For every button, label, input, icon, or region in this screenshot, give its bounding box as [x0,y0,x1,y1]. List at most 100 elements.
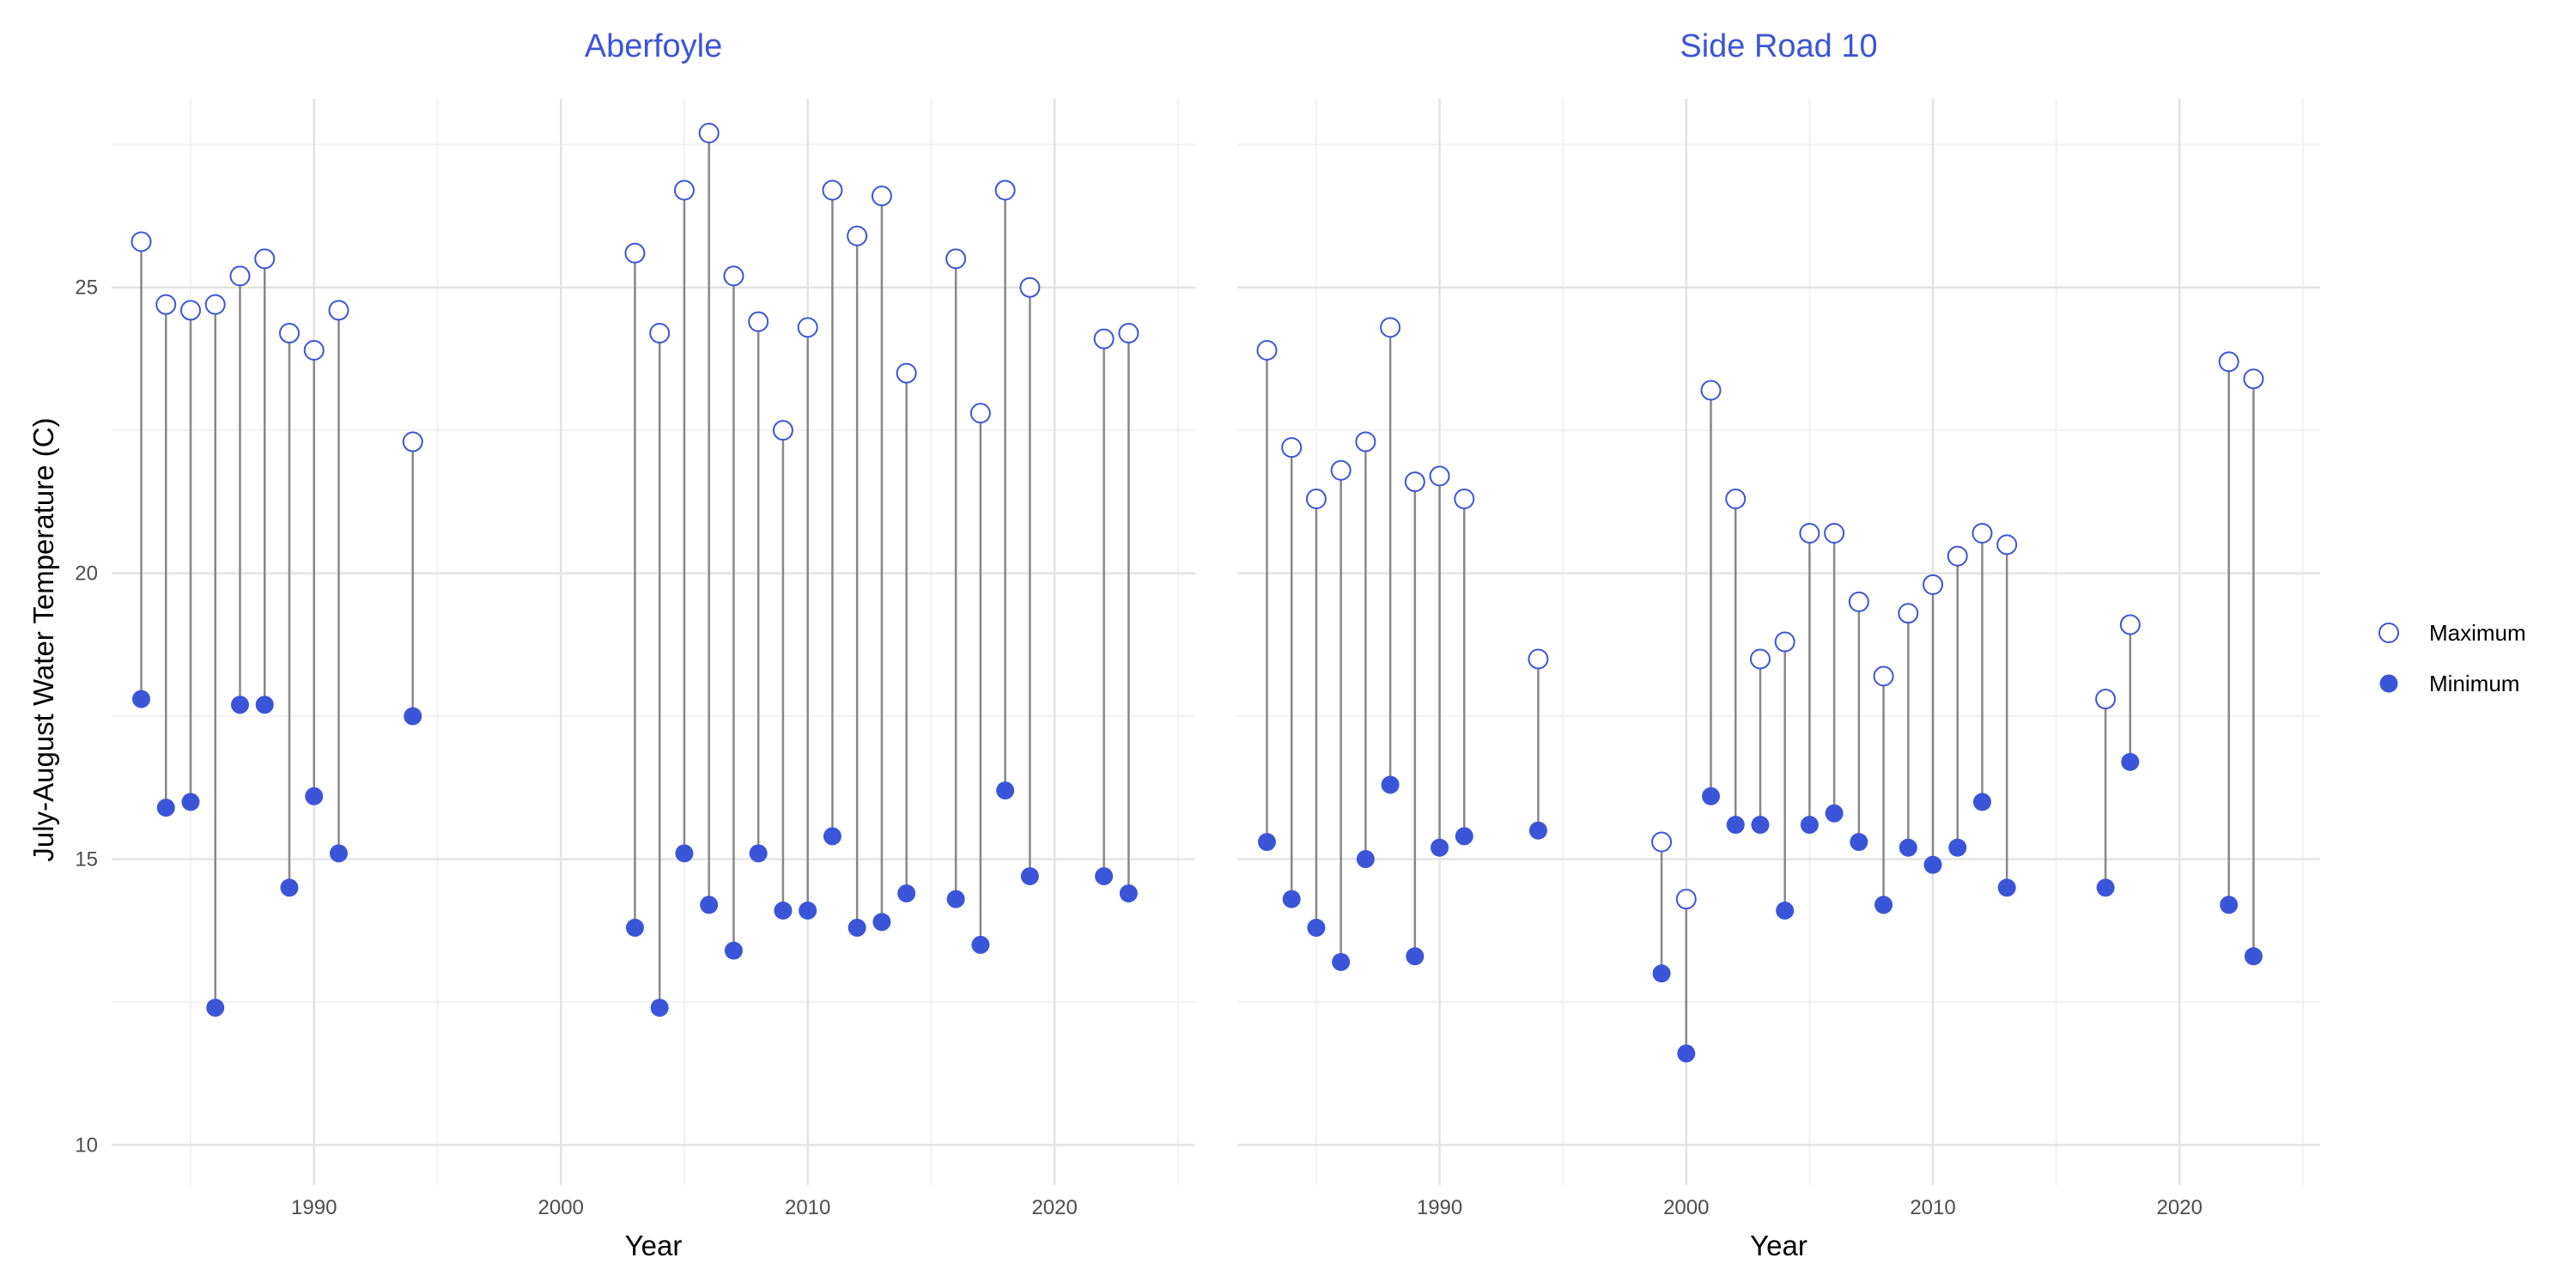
maximum-point [1355,431,1376,453]
maximum-point [1118,322,1139,343]
y-tick-label: 20 [75,562,98,586]
maximum-point [1019,276,1041,298]
legend-label: Minimum [2429,671,2519,696]
minimum-point [848,918,866,937]
minimum-point [1020,866,1039,885]
maximum-point [797,317,818,338]
minimum-point [650,999,669,1018]
maximum-point [1824,523,1845,544]
minimum-point [2096,878,2115,897]
x-tick-label: 2010 [785,1196,830,1219]
minimum-point [1702,787,1721,805]
minimum-point [1257,833,1276,852]
minimum-point [2121,752,2140,771]
maximum-point [2218,351,2239,373]
minimum-point [749,844,768,863]
minimum-point [2244,947,2263,966]
maximum-point [1873,665,1894,687]
maximum-point [896,362,917,384]
minimum-point [1455,827,1473,846]
panel-side-road-10: 1990 2000 2010 2020 Side Road 10 Year [1237,28,2320,1261]
maximum-point [2243,368,2264,390]
maximum-point [871,185,892,207]
minimum-point [1356,850,1375,868]
maximum-point [229,265,251,287]
maximum-point [1971,523,1993,544]
maximum-point [179,300,201,321]
x-tick-label: 2020 [1031,1196,1077,1219]
minimum-point [1332,952,1351,971]
minimum-point [1726,816,1745,835]
y-tick-label: 10 [75,1133,98,1157]
maximum-point [204,294,226,315]
y-axis-title: July-August Water Temperature (C) [27,417,59,861]
maximum-point [1305,489,1327,510]
minimum-point [280,878,299,897]
maximum-point [1898,603,1919,624]
minimum-point [724,941,743,960]
maximum-point [1774,631,1795,653]
maximum-point [1923,574,1944,595]
legend: Maximum Minimum [2379,620,2526,696]
minimum-point [1381,775,1400,794]
maximum-point [1429,465,1450,487]
x-tick-label: 1990 [291,1196,337,1219]
maximum-point [1404,471,1425,493]
minimum-point [872,913,891,932]
maximum-point [1947,545,1968,567]
maximum-point [822,179,843,201]
maximum-point [1996,534,2018,556]
maximum-point [723,265,744,287]
minimum-point [1119,884,1138,902]
maximum-point [994,179,1016,201]
x-tick-label: 2000 [538,1196,584,1219]
maximum-point [1700,380,1722,401]
x-tick-label: 2010 [1910,1196,1955,1219]
minimum-point [1282,890,1301,908]
x-axis-title: Year [625,1230,683,1261]
minimum-point [329,844,348,863]
maximum-point [1651,831,1673,853]
maximum-point [1848,591,1869,612]
maximum-point [1330,459,1352,481]
maximum-point [945,248,967,270]
legend-marker-maximum [2379,623,2399,643]
maximum-point [969,403,991,424]
minimum-point [131,690,150,708]
minimum-point [181,793,200,811]
y-tick-label: 15 [75,848,98,872]
maximum-point [649,322,671,343]
maximum-point [1749,648,1771,670]
minimum-point [1677,1044,1696,1063]
minimum-point [799,901,817,920]
maximum-point [698,122,720,143]
maximum-point [847,225,868,246]
maximum-point [1528,648,1549,670]
maximum-point [254,248,276,270]
maximum-point [624,242,646,264]
minimum-point [1095,866,1114,885]
minimum-point [1307,918,1326,937]
maximum-point [1093,328,1115,349]
maximum-point [1454,489,1475,510]
maximum-point [1380,317,1401,338]
minimum-point [255,696,274,714]
maximum-point [2119,614,2141,635]
legend-item-minimum: Minimum [2379,671,2519,696]
maximum-point [1725,489,1747,510]
legend-item-maximum: Maximum [2379,620,2526,646]
maximum-point [303,339,325,361]
minimum-point [206,999,225,1018]
minimum-point [996,781,1015,800]
minimum-point [1899,838,1917,857]
minimum-point [1751,816,1770,835]
minimum-point [156,799,175,817]
minimum-point [230,696,249,714]
minimum-point [625,918,644,937]
minimum-point [1874,896,1893,914]
minimum-point [1652,964,1671,983]
maximum-point [748,311,769,332]
legend-label: Maximum [2429,620,2526,646]
